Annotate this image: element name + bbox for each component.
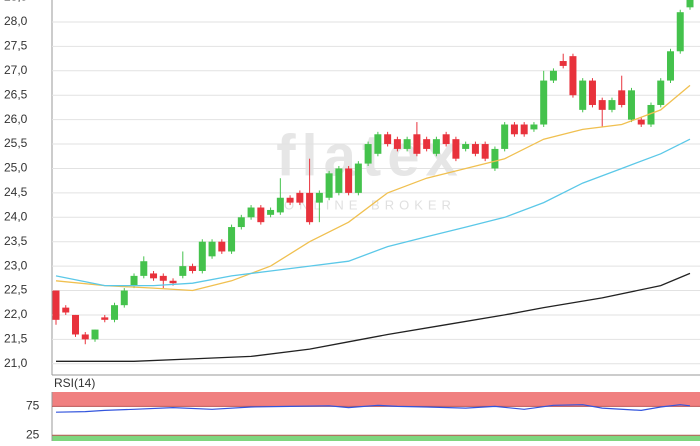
candle-body [637, 119, 645, 125]
candle-body [569, 56, 577, 96]
moving-average [56, 272, 691, 362]
candle-body [579, 80, 587, 110]
candle-body [657, 80, 665, 105]
candle-body [384, 134, 392, 145]
y-tick-label: 23,0 [4, 258, 28, 272]
candle-body [559, 61, 567, 66]
candle-body [62, 307, 70, 313]
candle-body [345, 168, 353, 193]
y-tick-label: 25 [26, 427, 40, 441]
candle-body [510, 124, 518, 135]
candle-body [325, 173, 333, 198]
candle-body [627, 90, 635, 120]
oversold-zone [52, 435, 700, 441]
y-tick-label: 26,0 [4, 112, 28, 126]
candle-body [218, 241, 226, 252]
candle-body [179, 266, 187, 276]
candle-body [267, 209, 275, 215]
candle-body [618, 90, 626, 105]
candle-body [647, 104, 655, 125]
candle-body [189, 266, 197, 271]
rsi-line [55, 404, 691, 413]
candle-body [549, 70, 557, 81]
y-tick-label: 75 [26, 399, 40, 413]
candle-body [315, 192, 323, 203]
y-tick-label: 26,5 [4, 87, 28, 101]
candle-body [111, 305, 119, 320]
candle-body [608, 100, 616, 110]
candle-body [257, 207, 265, 223]
candle-body [471, 144, 479, 154]
candle-body [130, 275, 138, 286]
candle-body [159, 275, 167, 281]
candle-body [676, 12, 684, 52]
overbought-zone [52, 392, 700, 407]
candle-body [588, 80, 596, 105]
candle-body [198, 241, 206, 271]
candle-body [228, 227, 236, 252]
candle-body [403, 139, 411, 149]
candle-body [540, 80, 548, 125]
y-tick-label: 21,0 [4, 356, 28, 370]
y-tick-label: 28,0 [4, 14, 28, 28]
moving-average [55, 138, 691, 287]
candle-body [598, 100, 606, 110]
candle-body [442, 134, 450, 145]
y-tick-label: 23,5 [4, 234, 28, 248]
candle-body [276, 197, 284, 213]
candle-body [140, 261, 148, 276]
candle-body [501, 124, 509, 149]
moving-average [55, 84, 691, 292]
y-tick-label: 25,0 [4, 161, 28, 175]
candle-body [354, 163, 362, 193]
candle-body [530, 124, 538, 130]
candle-body [306, 192, 314, 223]
candle-body [452, 139, 460, 159]
y-tick-label: 27,5 [4, 39, 28, 53]
candle-body [72, 314, 80, 335]
candle-body [150, 273, 158, 279]
candle-body [91, 329, 99, 340]
candle-body [296, 192, 304, 203]
candle-body [393, 139, 401, 149]
y-tick-label: 27,0 [4, 63, 28, 77]
y-tick-label: 22,0 [4, 307, 28, 321]
watermark-sub: ONLINE BROKER [284, 197, 456, 212]
candle-body [208, 241, 216, 257]
candle-body [169, 280, 177, 284]
candle-body [462, 144, 470, 149]
candle-body [520, 124, 528, 135]
candle-body [413, 134, 421, 154]
candle-body [52, 290, 60, 320]
candle-body [120, 290, 128, 306]
rsi-title: RSI(14) [54, 376, 95, 390]
y-tick-label: 21,5 [4, 332, 28, 346]
y-tick-label: 22,5 [4, 283, 28, 297]
candle-body [481, 144, 489, 159]
candle-body [247, 207, 255, 218]
candle-body [237, 217, 245, 228]
candle-body [432, 139, 440, 154]
candle-body [666, 51, 674, 81]
candle-body [423, 139, 431, 149]
candle-body [101, 317, 109, 320]
y-tick-label: 28,5 [4, 0, 28, 4]
candle-body [686, 0, 694, 8]
candle-body [335, 168, 343, 193]
candle-body [81, 334, 89, 340]
y-tick-label: 24,0 [4, 209, 28, 223]
candle-body [374, 134, 382, 154]
y-tick-label: 25,5 [4, 136, 28, 150]
candle-body [286, 197, 294, 203]
y-tick-label: 24,5 [4, 185, 28, 199]
candle-body [364, 144, 372, 164]
candle-body [491, 148, 499, 169]
